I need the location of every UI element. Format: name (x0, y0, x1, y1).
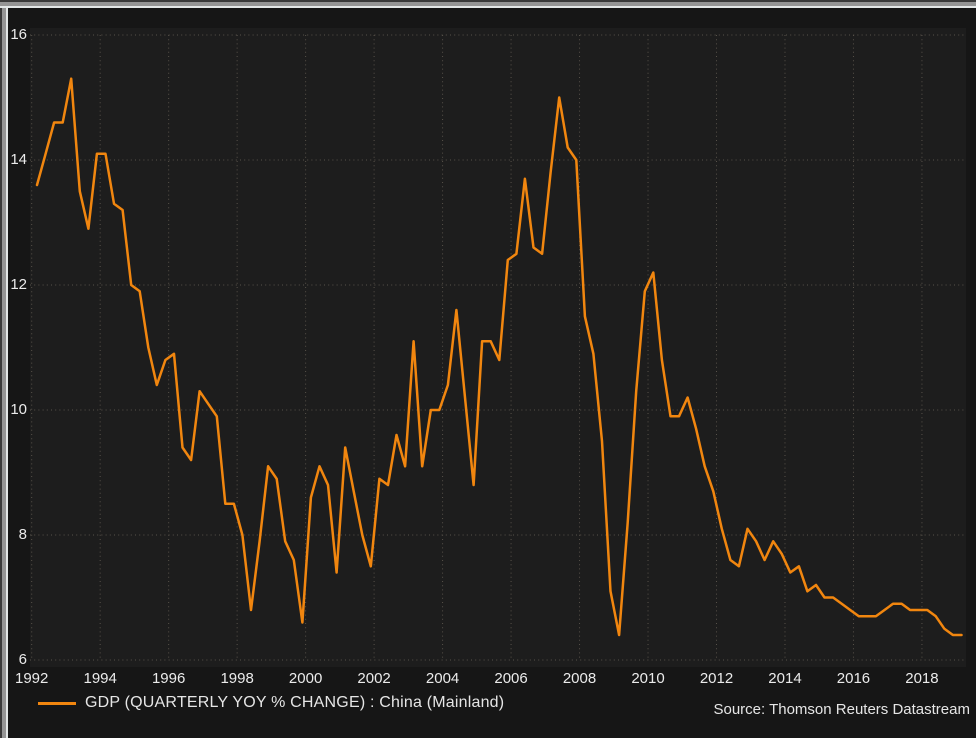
x-tick-label: 1996 (151, 670, 186, 687)
window-frame-left (0, 0, 8, 738)
x-tick-label: 2006 (494, 670, 528, 687)
source-note: Source: Thomson Reuters Datastream (713, 701, 970, 718)
x-tick-label: 2008 (562, 670, 597, 687)
x-tick-label: 2000 (288, 670, 323, 687)
y-tick-label: 8 (18, 526, 27, 543)
x-tick-label: 2004 (425, 670, 460, 687)
x-tick-label: 2018 (905, 670, 939, 687)
gdp-line (35, 77, 963, 637)
y-tick-label: 12 (10, 276, 27, 293)
y-tick-label: 6 (18, 651, 27, 668)
y-tick-label: 10 (10, 401, 27, 418)
x-tick-label: 2010 (631, 670, 665, 687)
window-frame-top (0, 0, 976, 8)
legend-line-swatch (38, 701, 76, 705)
legend-label: GDP (QUARTERLY YOY % CHANGE) : China (Ma… (85, 694, 505, 711)
x-tick-label: 1992 (15, 670, 49, 687)
x-tick-label: 1998 (220, 670, 254, 687)
x-tick-label: 1994 (83, 670, 117, 687)
y-tick-label: 16 (10, 26, 27, 43)
x-tick-label: 2014 (768, 670, 802, 687)
legend: GDP (QUARTERLY YOY % CHANGE) : China (Ma… (38, 694, 504, 712)
x-tick-label: 2002 (357, 670, 391, 687)
y-tick-label: 14 (10, 151, 27, 168)
x-tick-label: 2016 (836, 670, 871, 687)
plot-background (30, 28, 966, 667)
x-tick-label: 2012 (699, 670, 734, 687)
